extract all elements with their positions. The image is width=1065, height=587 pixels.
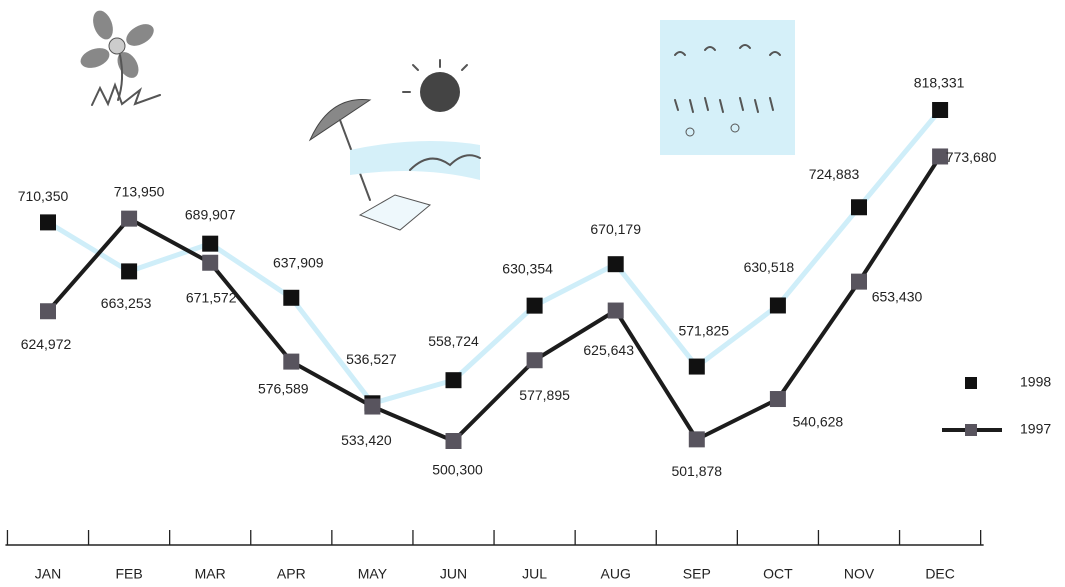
data-label: 630,518	[744, 259, 795, 275]
x-tick-label: AUG	[601, 566, 631, 582]
x-tick-label: NOV	[844, 566, 875, 582]
data-label: 500,300	[432, 462, 483, 478]
point-marker	[202, 254, 219, 271]
data-label: 630,354	[502, 260, 553, 276]
point-marker	[40, 303, 56, 320]
point-marker	[526, 352, 543, 369]
x-tick-label: SEP	[683, 566, 711, 582]
flower-illustration	[80, 10, 161, 107]
x-tick-label: OCT	[763, 566, 793, 582]
point-marker	[688, 431, 705, 448]
series-line	[46, 155, 942, 444]
data-label: 713,950	[114, 183, 165, 199]
x-tick-label: JAN	[35, 566, 61, 582]
rain-illustration	[660, 20, 795, 155]
x-tick-label: JUL	[522, 566, 547, 582]
data-label: 818,331	[914, 75, 965, 91]
point-marker	[607, 302, 624, 319]
point-marker	[769, 391, 786, 408]
legend-marker	[965, 424, 977, 436]
data-label: 571,825	[678, 322, 729, 338]
data-label: 773,680	[946, 149, 997, 165]
series-line	[46, 108, 943, 407]
data-label: 577,895	[519, 387, 570, 403]
point-marker	[121, 210, 138, 227]
point-marker	[607, 256, 624, 273]
x-tick-label: FEB	[115, 566, 142, 582]
point-marker	[932, 102, 949, 118]
legend-label: 1997	[1020, 421, 1051, 437]
legend-label: 1998	[1020, 374, 1051, 390]
point-marker	[688, 358, 705, 375]
data-label: 724,883	[809, 166, 860, 182]
data-label: 653,430	[872, 288, 923, 304]
point-marker	[283, 289, 300, 306]
point-marker	[202, 235, 219, 252]
data-label: 670,179	[590, 221, 641, 237]
point-marker	[445, 433, 462, 449]
point-marker	[121, 263, 138, 280]
data-label: 624,972	[21, 336, 72, 352]
data-label: 689,907	[185, 206, 236, 222]
data-label: 576,589	[258, 380, 309, 396]
data-label: 533,420	[341, 432, 392, 448]
x-tick-label: MAY	[358, 566, 388, 582]
point-marker	[283, 353, 300, 370]
plot-area: JAN FEB MAR APR MAY JUN JUL AUG SEP OCT NOV DEC 710,…	[5, 75, 1051, 582]
point-marker	[769, 297, 786, 314]
point-marker	[851, 273, 867, 290]
beach-illustration	[300, 59, 490, 240]
data-label: 671,572	[186, 289, 237, 305]
legend-marker	[965, 377, 977, 389]
data-label: 501,878	[671, 463, 722, 479]
data-label: 540,628	[793, 414, 844, 430]
point-marker	[40, 214, 56, 231]
data-label: 558,724	[428, 333, 479, 349]
point-marker	[526, 297, 543, 314]
data-label: 663,253	[101, 295, 152, 311]
point-marker	[364, 398, 381, 415]
point-marker	[445, 372, 462, 389]
x-tick-label: DEC	[925, 566, 955, 582]
data-label: 625,643	[583, 342, 634, 358]
x-tick-label: MAR	[195, 566, 226, 582]
x-tick-label: JUN	[440, 566, 467, 582]
point-marker	[851, 199, 867, 216]
data-label: 637,909	[273, 254, 324, 270]
point-marker	[932, 148, 949, 165]
data-label: 710,350	[18, 188, 69, 204]
x-tick-label: APR	[277, 566, 306, 582]
data-label: 536,527	[346, 351, 397, 367]
